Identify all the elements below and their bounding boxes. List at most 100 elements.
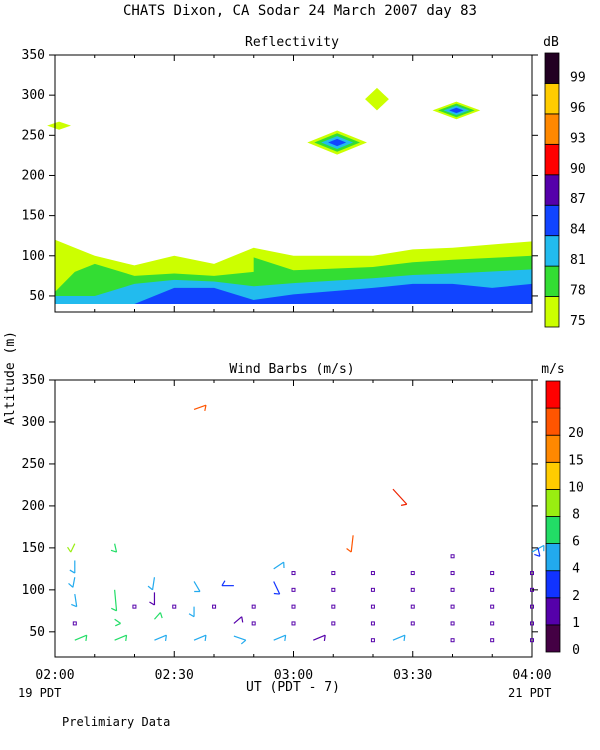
reflectivity-colorbar-label: 87 [570, 192, 586, 207]
time-tick-label: 03:30 [393, 668, 432, 683]
wind-barb-feather [159, 612, 163, 619]
wind-barb [313, 634, 326, 641]
wind-barbs-title: Wind Barbs (m/s) [229, 362, 354, 377]
wind-y-tick-label: 250 [22, 457, 45, 472]
calm-wind-marker [530, 621, 534, 626]
reflectivity-colorbar: 75 78 81 84 87 90 93 96 99 [544, 52, 586, 329]
calm-wind-marker [450, 587, 455, 592]
wind-y-tick-label: 350 [22, 373, 45, 388]
wind-barb-feather [400, 503, 407, 506]
wind-colorbar-swatch [545, 516, 561, 545]
wind-barb [273, 634, 286, 641]
calm-wind-marker [490, 621, 495, 626]
calm-wind-marker [291, 604, 296, 609]
reflectivity-colorbar-swatch [544, 235, 560, 267]
reflectivity-colorbar-swatch [544, 265, 560, 297]
wind-barb-feather [111, 607, 117, 612]
calm-wind-marker [410, 604, 415, 609]
calm-wind-marker [450, 604, 455, 609]
wind-barbs-panel: Wind Barbs (m/s) 5010015020025030035002:… [22, 362, 584, 683]
wind-barb-marks [67, 404, 545, 645]
reflectivity-y-tick-label: 50 [29, 289, 45, 304]
wind-barb-feather [149, 601, 155, 606]
wind-colorbar-swatch [545, 407, 561, 436]
wind-barb-feather [69, 569, 76, 574]
reflectivity-echo-2-75 [365, 87, 389, 111]
calm-wind-marker [450, 554, 455, 559]
x-axis-label: UT (PDT - 7) [246, 680, 340, 695]
wind-barb [154, 612, 161, 620]
wind-barb [350, 535, 354, 553]
calm-wind-marker [251, 604, 256, 609]
reflectivity-band-84 [134, 283, 532, 304]
calm-wind-marker [291, 621, 296, 626]
wind-barb [114, 634, 127, 641]
wind-colorbar: 0 1 2 4 6 8 10 15 20 [545, 380, 584, 658]
reflectivity-colorbar-label: 99 [570, 70, 586, 85]
reflectivity-y-tick-label: 250 [22, 128, 45, 143]
calm-wind-marker [331, 571, 336, 576]
wind-barb [114, 589, 118, 611]
wind-barb-feather [273, 592, 280, 595]
wind-barbs-axes: 50 100 150 200 250 300 350 02:00 02:30 03:00 03:30… [22, 373, 552, 683]
wind-barb [273, 581, 281, 595]
calm-wind-marker [410, 571, 415, 576]
wind-colorbar-label: 0 [572, 643, 580, 658]
wind-barb [233, 635, 246, 641]
wind-barb-feather [164, 635, 167, 642]
wind-barb-feather [240, 639, 247, 645]
calm-wind-marker [370, 587, 375, 592]
wind-colorbar-label: 8 [572, 508, 580, 523]
calm-wind-marker [370, 638, 375, 643]
wind-y-tick-label: 100 [22, 583, 45, 598]
wind-barb [114, 618, 121, 624]
calm-wind-marker [291, 587, 296, 592]
reflectivity-field [47, 87, 532, 304]
reflectivity-colorbar-label: 84 [570, 223, 586, 238]
wind-barb-feather [110, 549, 117, 553]
calm-wind-marker [132, 604, 137, 609]
wind-colorbar-swatch [545, 434, 561, 463]
time-tick-label: 02:00 [35, 668, 74, 683]
wind-barb [193, 581, 201, 592]
wind-barb-feather [323, 635, 326, 642]
reflectivity-y-tick-label: 150 [22, 209, 45, 224]
wind-colorbar-label: 4 [572, 562, 580, 577]
wind-barb-feather [221, 580, 226, 586]
calm-wind-marker [490, 587, 495, 592]
wind-barb [193, 404, 207, 410]
reflectivity-colorbar-label: 93 [570, 131, 586, 146]
wind-barb [537, 547, 541, 557]
calm-wind-marker [331, 587, 336, 592]
wind-barb-feather [68, 583, 74, 588]
wind-barb-feather [284, 635, 287, 642]
wind-barb [392, 634, 406, 641]
wind-colorbar-swatch [545, 380, 561, 409]
wind-colorbar-swatch [545, 624, 561, 653]
wind-colorbar-label: 6 [572, 535, 580, 550]
calm-wind-marker [450, 621, 455, 626]
calm-wind-marker [172, 604, 177, 609]
calm-wind-marker [530, 638, 534, 643]
calm-wind-marker [331, 604, 336, 609]
wind-y-tick-label: 200 [22, 499, 45, 514]
wind-colorbar-swatch [545, 543, 561, 572]
wind-barbs-plot-frame [54, 379, 533, 658]
reflectivity-colorbar-label: 75 [570, 314, 586, 329]
wind-barb [273, 561, 285, 570]
reflectivity-colorbar-label: 90 [570, 162, 586, 177]
reflectivity-colorbar-swatch [544, 52, 560, 84]
wind-y-tick-label: 300 [22, 415, 45, 430]
calm-wind-marker [410, 587, 415, 592]
reflectivity-colorbar-swatch [544, 204, 560, 237]
reflectivity-colorbar-label: 78 [570, 284, 586, 299]
reflectivity-colorbar-swatch [544, 174, 560, 206]
y-axis-label: Altitude (m) [3, 331, 18, 425]
wind-colorbar-label: 20 [568, 426, 584, 441]
reflectivity-colorbar-label: 81 [570, 253, 586, 268]
reflectivity-echo-0-75 [47, 121, 71, 130]
reflectivity-echo-1-84 [328, 138, 347, 147]
reflectivity-colorbar-swatch [544, 296, 560, 328]
